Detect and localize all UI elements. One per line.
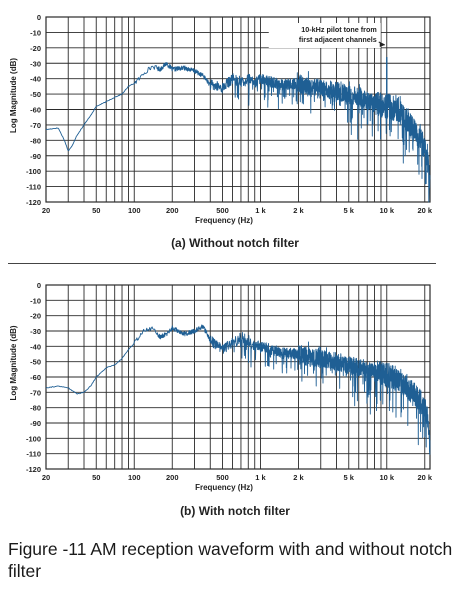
x-tick-label: 500	[216, 473, 229, 482]
y-tick-label: -90	[30, 419, 41, 428]
x-tick-label: 500	[216, 206, 229, 215]
y-tick-label: -100	[26, 167, 41, 176]
x-tick-label: 5 k	[344, 473, 355, 482]
x-tick-label: 10 k	[379, 473, 394, 482]
y-tick-label: -20	[30, 312, 41, 321]
x-tick-label: 1 k	[255, 206, 266, 215]
y-tick-label: -60	[30, 373, 41, 382]
divider	[8, 263, 436, 264]
y-tick-label: -10	[30, 28, 41, 37]
y-tick-label: -120	[26, 465, 41, 474]
x-tick-label: 50	[92, 206, 100, 215]
annotation-text: 10-kHz pilot tone from	[301, 25, 376, 34]
x-tick-label: 5 k	[344, 206, 355, 215]
spectrum-trace	[45, 62, 431, 203]
y-tick-label: -70	[30, 388, 41, 397]
y-tick-label: -80	[30, 404, 41, 413]
y-tick-label: -110	[26, 183, 41, 192]
x-tick-label: 20	[42, 473, 50, 482]
y-tick-label: -70	[30, 121, 41, 130]
annotation-arrowhead	[379, 42, 385, 47]
chart-a-without-notch: 0 -10 -20 -30 -40 -50 -60 -70 -80 -90 -100 -110 -120…	[9, 13, 433, 225]
y-axis-label: Log Magnitude (dB)	[9, 58, 18, 133]
annotation-text: first adjacent channels	[299, 35, 377, 44]
y-tick-label: -10	[30, 296, 41, 305]
x-tick-label: 100	[128, 473, 141, 482]
y-tick-label: 0	[37, 281, 41, 290]
spectrum-trace	[45, 324, 431, 455]
x-tick-label: 200	[166, 473, 179, 482]
x-tick-label: 50	[92, 473, 100, 482]
y-tick-label: -30	[30, 59, 41, 68]
figure-caption: Figure -11 AM reception waveform with an…	[8, 539, 453, 581]
x-tick-label: 100	[128, 206, 141, 215]
chart-b-with-notch: 0 -10 -20 -30 -40 -50 -60 -70 -80 -90 -100 -110 -120…	[9, 281, 433, 492]
x-axis-label: Frequency (Hz)	[195, 216, 253, 225]
x-tick-label: 2 k	[293, 473, 304, 482]
x-tick-label: 200	[166, 206, 179, 215]
y-tick-label: 0	[37, 13, 41, 22]
x-tick-label: 20 k	[417, 206, 432, 215]
y-tick-label: -110	[26, 450, 41, 459]
x-tick-label: 20 k	[417, 473, 432, 482]
y-tick-label: -120	[26, 198, 41, 207]
y-tick-label: -80	[30, 136, 41, 145]
y-axis-label: Log Magnitude (dB)	[9, 325, 18, 400]
y-tick-label: -90	[30, 152, 41, 161]
y-tick-label: -40	[30, 75, 41, 84]
x-tick-label: 10 k	[379, 206, 394, 215]
y-tick-label: -40	[30, 342, 41, 351]
subcaption-b: (b) With notch filter	[180, 504, 290, 518]
y-tick-label: -100	[26, 434, 41, 443]
x-tick-label: 20	[42, 206, 50, 215]
y-tick-label: -20	[30, 44, 41, 53]
x-tick-label: 2 k	[293, 206, 304, 215]
annotation-box	[268, 23, 381, 48]
y-tick-label: -50	[30, 358, 41, 367]
y-tick-label: -50	[30, 90, 41, 99]
x-tick-label: 1 k	[255, 473, 266, 482]
subcaption-a: (a) Without notch filter	[171, 236, 299, 250]
y-tick-label: -30	[30, 327, 41, 336]
x-axis-label: Frequency (Hz)	[195, 483, 253, 492]
y-tick-label: -60	[30, 106, 41, 115]
